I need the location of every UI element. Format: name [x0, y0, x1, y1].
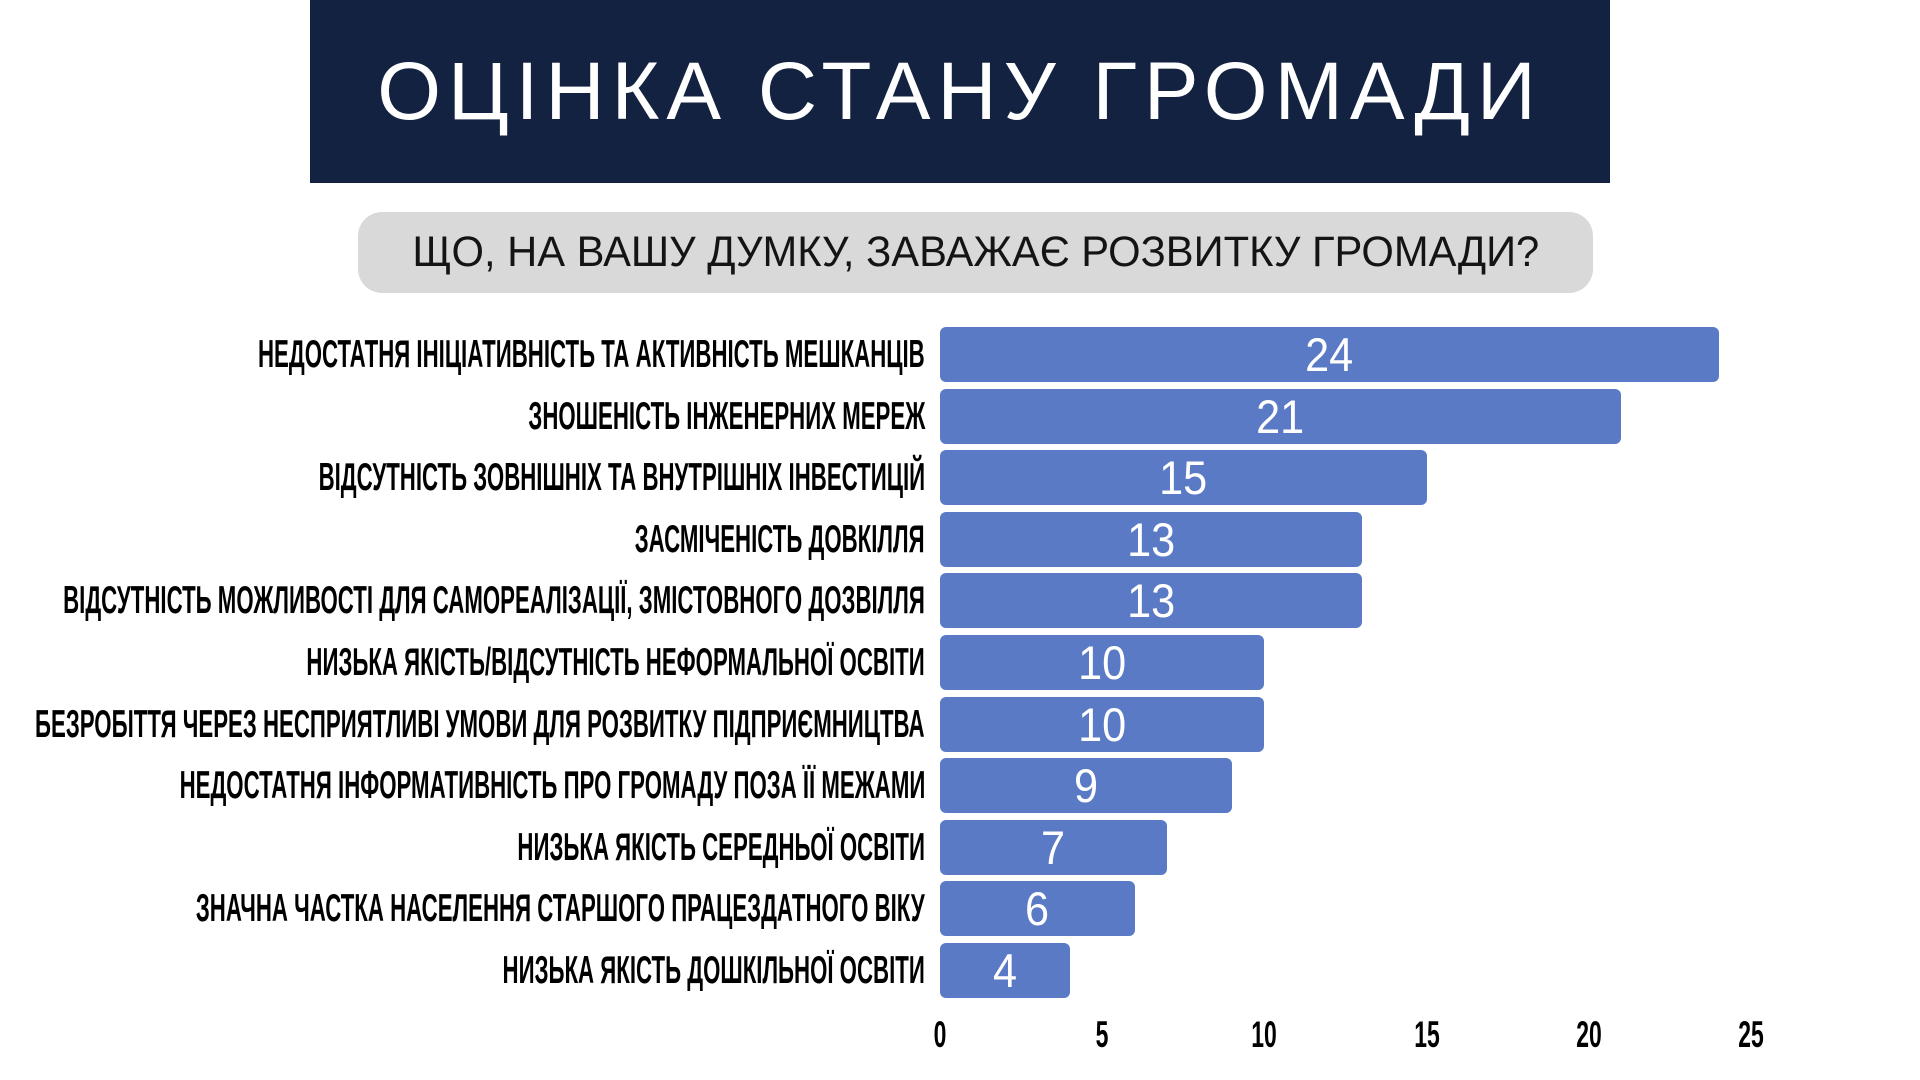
category-label: ЗАСМІЧЕНІСТЬ ДОВКІЛЛЯ — [0, 512, 925, 567]
x-tick-label: 0 — [933, 1014, 947, 1055]
bar: 6 — [940, 881, 1135, 936]
bar-value-label: 15 — [1159, 451, 1208, 504]
page-title: ОЦІНКА СТАНУ ГРОМАДИ — [377, 45, 1543, 137]
bar: 21 — [940, 389, 1621, 444]
category-label: НЕДОСТАТНЯ ІНІЦІАТИВНІСТЬ ТА АКТИВНІСТЬ … — [0, 327, 925, 382]
category-label-text: НЕДОСТАТНЯ ІНІЦІАТИВНІСТЬ ТА АКТИВНІСТЬ … — [258, 332, 925, 376]
x-tick-label: 15 — [1414, 1014, 1440, 1055]
bar-value-label: 4 — [992, 944, 1018, 997]
category-label: НИЗЬКА ЯКІСТЬ СЕРЕДНЬОЇ ОСВІТИ — [0, 820, 925, 875]
bar-value-label: 6 — [1025, 882, 1050, 935]
bar-value-label: 7 — [1041, 821, 1066, 874]
bar: 15 — [940, 450, 1427, 505]
category-label: ВІДСУТНІСТЬ МОЖЛИВОСТІ ДЛЯ САМОРЕАЛІЗАЦІ… — [0, 573, 925, 628]
question-text: ЩО, НА ВАШУ ДУМКУ, ЗАВАЖАЄ РОЗВИТКУ ГРОМ… — [412, 228, 1539, 276]
bar: 10 — [940, 635, 1264, 690]
question-box: ЩО, НА ВАШУ ДУМКУ, ЗАВАЖАЄ РОЗВИТКУ ГРОМ… — [358, 212, 1593, 293]
x-tick-label: 5 — [1095, 1014, 1109, 1055]
x-tick-label: 10 — [1251, 1014, 1277, 1055]
category-label-text: ВІДСУТНІСТЬ ЗОВНІШНІХ ТА ВНУТРІШНІХ ІНВЕ… — [318, 455, 925, 499]
bar: 24 — [940, 327, 1719, 382]
category-label: НИЗЬКА ЯКІСТЬ ДОШКІЛЬНОЇ ОСВІТИ — [0, 943, 925, 998]
category-label-text: НИЗЬКА ЯКІСТЬ СЕРЕДНЬОЇ ОСВІТИ — [517, 825, 925, 869]
category-label-text: НИЗЬКА ЯКІСТЬ/ВІДСУТНІСТЬ НЕФОРМАЛЬНОЇ О… — [306, 640, 925, 684]
bar-value-label: 21 — [1256, 390, 1305, 443]
x-tick-label: 25 — [1738, 1014, 1764, 1055]
category-label-text: БЕЗРОБІТТЯ ЧЕРЕЗ НЕСПРИЯТЛИВІ УМОВИ ДЛЯ … — [35, 702, 925, 746]
category-label-text: ЗАСМІЧЕНІСТЬ ДОВКІЛЛЯ — [635, 517, 925, 561]
bar-value-label: 10 — [1077, 698, 1127, 751]
category-label: НИЗЬКА ЯКІСТЬ/ВІДСУТНІСТЬ НЕФОРМАЛЬНОЇ О… — [0, 635, 925, 690]
title-banner: ОЦІНКА СТАНУ ГРОМАДИ — [310, 0, 1610, 183]
bar: 13 — [940, 512, 1362, 567]
category-label-text: ЗНАЧНА ЧАСТКА НАСЕЛЕННЯ СТАРШОГО ПРАЦЕЗД… — [196, 886, 925, 930]
bar: 13 — [940, 573, 1362, 628]
x-tick-label: 20 — [1576, 1014, 1602, 1055]
category-label: ЗНАЧНА ЧАСТКА НАСЕЛЕННЯ СТАРШОГО ПРАЦЕЗД… — [0, 881, 925, 936]
bar: 10 — [940, 697, 1264, 752]
bar: 7 — [940, 820, 1167, 875]
bar-value-label: 24 — [1305, 328, 1354, 381]
category-label-text: НИЗЬКА ЯКІСТЬ ДОШКІЛЬНОЇ ОСВІТИ — [502, 948, 925, 992]
bar-value-label: 13 — [1126, 574, 1176, 627]
bar: 9 — [940, 758, 1232, 813]
category-label: НЕДОСТАТНЯ ІНФОРМАТИВНІСТЬ ПРО ГРОМАДУ П… — [0, 758, 925, 813]
bar-value-label: 9 — [1073, 759, 1099, 812]
category-label: ВІДСУТНІСТЬ ЗОВНІШНІХ ТА ВНУТРІШНІХ ІНВЕ… — [0, 450, 925, 505]
bar-value-label: 10 — [1077, 636, 1127, 689]
bar: 4 — [940, 943, 1070, 998]
category-label-text: ВІДСУТНІСТЬ МОЖЛИВОСТІ ДЛЯ САМОРЕАЛІЗАЦІ… — [63, 578, 925, 622]
bar-value-label: 13 — [1126, 513, 1176, 566]
category-label: БЕЗРОБІТТЯ ЧЕРЕЗ НЕСПРИЯТЛИВІ УМОВИ ДЛЯ … — [0, 697, 925, 752]
category-label-text: НЕДОСТАТНЯ ІНФОРМАТИВНІСТЬ ПРО ГРОМАДУ П… — [179, 763, 925, 807]
category-label-text: ЗНОШЕНІСТЬ ІНЖЕНЕРНИХ МЕРЕЖ — [528, 394, 925, 438]
category-label: ЗНОШЕНІСТЬ ІНЖЕНЕРНИХ МЕРЕЖ — [0, 389, 925, 444]
